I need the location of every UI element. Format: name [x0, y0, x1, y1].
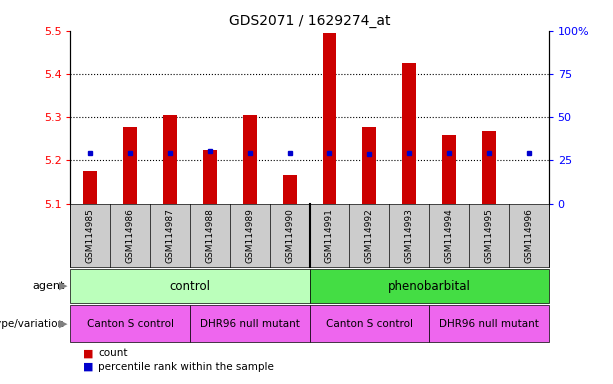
- Bar: [123, 127, 137, 204]
- Text: ▶: ▶: [59, 281, 67, 291]
- Bar: [482, 131, 496, 204]
- Title: GDS2071 / 1629274_at: GDS2071 / 1629274_at: [229, 14, 390, 28]
- Text: GSM114993: GSM114993: [405, 208, 414, 263]
- Text: GSM114987: GSM114987: [166, 208, 175, 263]
- Text: control: control: [170, 280, 210, 293]
- Bar: [243, 115, 257, 204]
- Text: Canton S control: Canton S control: [326, 318, 413, 329]
- Text: GSM114985: GSM114985: [86, 208, 95, 263]
- Text: GSM114986: GSM114986: [126, 208, 135, 263]
- Text: DHR96 null mutant: DHR96 null mutant: [200, 318, 300, 329]
- Text: GSM114994: GSM114994: [444, 208, 454, 263]
- Text: phenobarbital: phenobarbital: [387, 280, 471, 293]
- Text: ■: ■: [83, 362, 93, 372]
- Text: Canton S control: Canton S control: [87, 318, 173, 329]
- Text: GSM114988: GSM114988: [205, 208, 215, 263]
- Bar: [442, 135, 456, 204]
- Bar: [163, 115, 177, 204]
- Bar: [402, 63, 416, 204]
- Text: agent: agent: [32, 281, 64, 291]
- Bar: [83, 171, 97, 204]
- Text: ▶: ▶: [59, 318, 67, 329]
- Bar: [362, 127, 376, 204]
- Text: count: count: [98, 348, 128, 358]
- Text: ■: ■: [83, 348, 93, 358]
- Bar: [203, 149, 217, 204]
- Text: GSM114989: GSM114989: [245, 208, 254, 263]
- Text: GSM114995: GSM114995: [484, 208, 493, 263]
- Text: GSM114991: GSM114991: [325, 208, 334, 263]
- Text: GSM114992: GSM114992: [365, 208, 374, 263]
- Text: GSM114990: GSM114990: [285, 208, 294, 263]
- Bar: [283, 175, 297, 204]
- Text: DHR96 null mutant: DHR96 null mutant: [439, 318, 539, 329]
- Text: GSM114996: GSM114996: [524, 208, 533, 263]
- Bar: [322, 33, 337, 204]
- Text: genotype/variation: genotype/variation: [0, 318, 64, 329]
- Text: percentile rank within the sample: percentile rank within the sample: [98, 362, 274, 372]
